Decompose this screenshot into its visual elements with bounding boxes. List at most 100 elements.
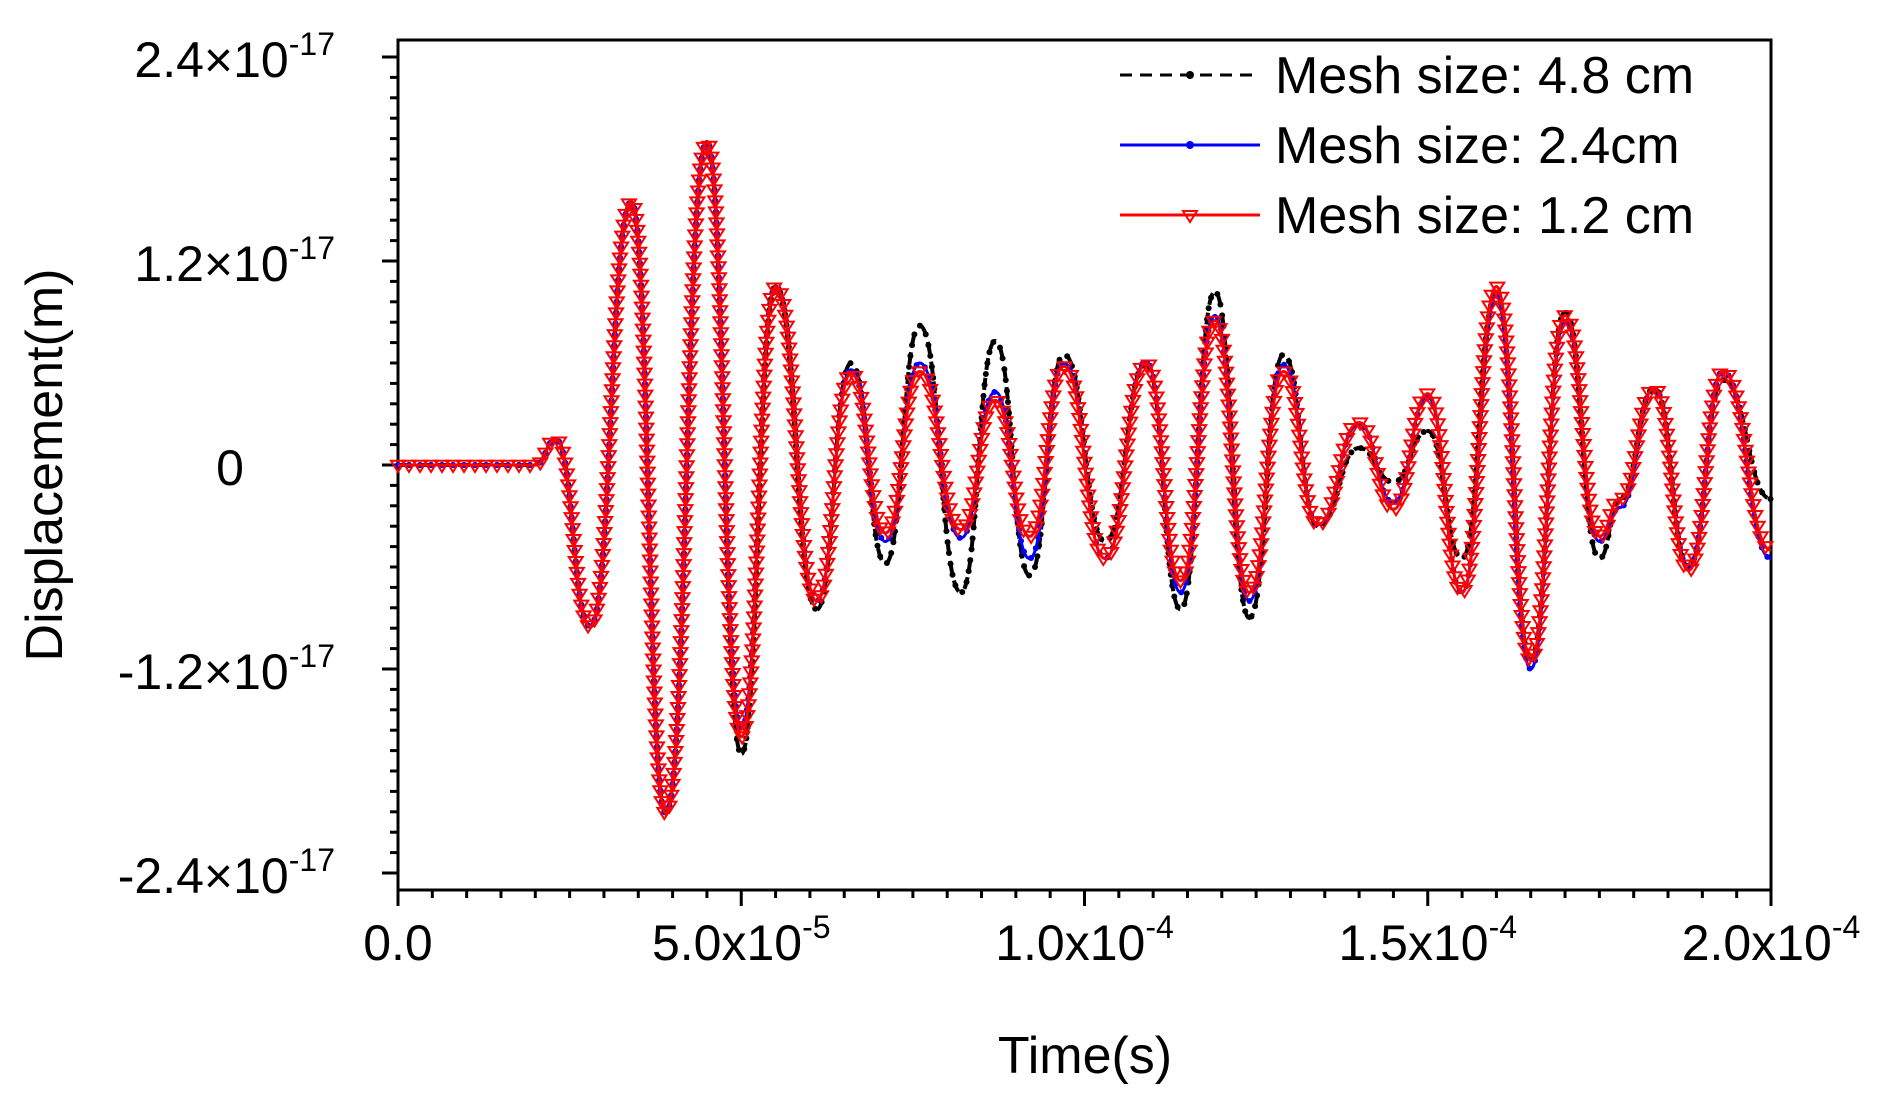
series-marker: [1227, 509, 1245, 524]
series-marker: [993, 405, 1012, 420]
series-marker: [712, 349, 731, 364]
series-marker: [722, 646, 741, 661]
series-marker: [1071, 423, 1090, 438]
series-marker: [947, 560, 954, 567]
series-marker: [660, 800, 679, 815]
series-marker: [1656, 417, 1675, 432]
series-marker: [642, 609, 661, 624]
series-marker: [974, 422, 993, 437]
series-marker: [1204, 315, 1223, 330]
series-marker: [638, 444, 656, 459]
series-marker: [779, 331, 797, 346]
series-marker: [1216, 355, 1234, 370]
series-marker: [1428, 418, 1447, 433]
series-marker: [940, 503, 959, 518]
y-axis-label: Displacement(m): [16, 269, 74, 662]
series-marker: [712, 327, 730, 342]
series-marker: [1629, 429, 1648, 444]
legend: Mesh size: 4.8 cm Mesh size: 2.4cm Mesh si…: [1120, 47, 1694, 245]
series-marker: [1399, 461, 1418, 476]
series-marker: [1174, 603, 1181, 610]
series-marker: [1686, 553, 1705, 568]
series-marker: [1166, 566, 1184, 581]
series-marker: [1018, 537, 1025, 544]
series-marker: [1515, 631, 1533, 646]
series-marker: [925, 342, 932, 349]
series-marker: [1455, 585, 1474, 600]
series-marker: [718, 536, 736, 551]
series-marker: [1279, 352, 1286, 359]
series-marker: [715, 448, 734, 463]
series-marker: [1225, 487, 1244, 502]
series-marker: [1526, 665, 1533, 672]
series-marker: [1368, 467, 1387, 483]
series-marker: [630, 257, 649, 272]
series-marker: [888, 549, 895, 556]
series-marker: [968, 546, 975, 553]
series-marker: [708, 239, 727, 254]
series-marker: [1361, 435, 1380, 450]
series-marker: [1500, 379, 1519, 394]
series-marker: [713, 360, 731, 375]
series-marker: [455, 459, 473, 474]
series-marker: [640, 510, 658, 525]
series-marker: [923, 394, 942, 409]
series-marker: [1132, 362, 1150, 377]
series-marker: [1020, 548, 1027, 555]
x-axis-label: Time(s): [998, 1027, 1172, 1085]
series-marker: [1605, 498, 1624, 513]
series-marker: [780, 342, 798, 357]
series-marker: [721, 624, 740, 639]
series-marker: [863, 479, 881, 494]
legend-label: Mesh size: 2.4cm: [1275, 117, 1680, 175]
series-marker: [648, 741, 666, 756]
series-marker: [1226, 498, 1244, 513]
series-marker: [886, 505, 904, 520]
series-marker: [1767, 495, 1774, 502]
series-marker: [1228, 531, 1247, 546]
series-marker: [714, 404, 733, 419]
series-marker: [925, 405, 944, 420]
legend-marker: [1181, 210, 1199, 224]
series-marker: [785, 408, 804, 423]
series-marker: [812, 590, 830, 605]
series-marker: [952, 582, 959, 589]
series-marker: [704, 173, 723, 188]
series-marker: [933, 459, 952, 475]
series-marker: [1222, 432, 1240, 447]
series-marker: [1085, 532, 1104, 548]
series-marker: [789, 474, 808, 489]
series-marker: [835, 382, 854, 397]
series-marker: [1220, 410, 1239, 425]
series-marker: [1357, 445, 1364, 452]
series-marker: [691, 163, 710, 178]
series-marker: [1122, 405, 1141, 420]
series-marker: [643, 642, 662, 657]
series-marker: [1196, 347, 1215, 362]
series-marker: [531, 457, 550, 472]
series-marker: [883, 559, 890, 566]
series-marker: [564, 534, 583, 549]
series-marker: [634, 323, 652, 338]
series-marker: [849, 381, 868, 396]
series-marker: [720, 591, 738, 606]
series-marker: [833, 393, 852, 408]
series-marker: [898, 407, 916, 422]
series-marker: [1682, 563, 1700, 578]
series-marker: [715, 437, 733, 452]
x-tick-label: 0.0: [363, 915, 433, 971]
series-marker: [1551, 319, 1570, 335]
series-marker: [792, 507, 810, 522]
series-marker: [1231, 553, 1249, 568]
series-marker: [783, 386, 802, 401]
series-marker: [760, 303, 779, 318]
series-marker: [771, 288, 790, 303]
series-marker: [400, 459, 418, 474]
series-marker: [1664, 494, 1683, 509]
series-marker: [648, 752, 667, 767]
series-marker: [877, 553, 884, 560]
series-marker: [1152, 446, 1171, 461]
series-marker: [1589, 539, 1596, 546]
series-marker: [970, 524, 977, 531]
series-marker: [1151, 424, 1169, 439]
